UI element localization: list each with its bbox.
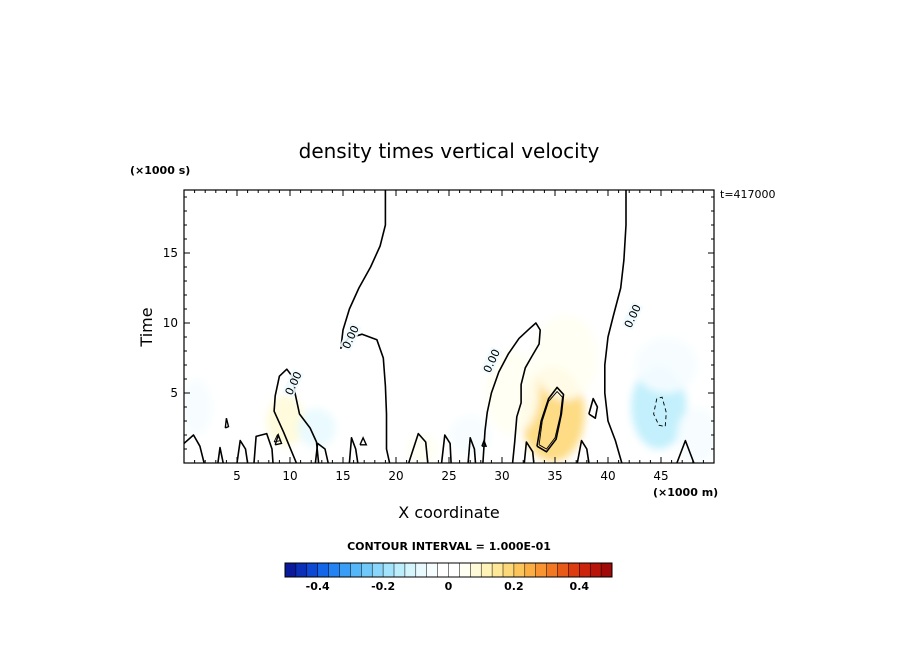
x-tick-label: 30 bbox=[494, 469, 509, 483]
positive-contour bbox=[538, 390, 563, 450]
x-tick-label: 40 bbox=[600, 469, 615, 483]
colorbar-cell bbox=[470, 563, 482, 577]
x-tick-label: 25 bbox=[441, 469, 456, 483]
field-blob bbox=[266, 395, 305, 447]
colorbar-cell bbox=[295, 563, 308, 577]
zero-contour bbox=[467, 436, 477, 463]
x-unit-label: (×1000 m) bbox=[653, 486, 718, 499]
zero-contour-closed bbox=[224, 418, 230, 429]
field-blob bbox=[297, 408, 336, 448]
y-tick-label: 10 bbox=[163, 316, 178, 330]
contour-label-bg bbox=[480, 346, 503, 376]
colorbar-cell bbox=[557, 563, 569, 577]
colorbar-cell bbox=[415, 563, 427, 577]
colorbar-cell bbox=[339, 563, 351, 577]
colorbar-cell bbox=[372, 563, 384, 577]
colorbar-cell bbox=[426, 563, 438, 577]
zero-contour bbox=[588, 397, 599, 420]
colorbar-cell bbox=[350, 563, 362, 577]
zero-contour bbox=[407, 432, 429, 463]
zero-contour bbox=[536, 386, 565, 453]
colorbar-cell bbox=[568, 563, 580, 577]
zero-contour bbox=[184, 434, 205, 463]
contour-label-bg bbox=[282, 368, 305, 398]
colorbar-cell bbox=[437, 563, 449, 577]
colorbar-cell bbox=[601, 563, 613, 577]
x-axis-label: X coordinate bbox=[398, 503, 499, 522]
contour-label-bg bbox=[621, 301, 644, 331]
zero-contour bbox=[676, 439, 695, 463]
contour-interval-label: CONTOUR INTERVAL = 1.000E-01 bbox=[347, 540, 551, 553]
x-tick-label: 35 bbox=[547, 469, 562, 483]
field-blob bbox=[676, 407, 714, 463]
colorbar-cell bbox=[285, 563, 297, 577]
zero-contour bbox=[348, 436, 359, 463]
zero-contour-closed bbox=[481, 438, 488, 447]
colorbar-cell bbox=[404, 563, 417, 577]
zero-contour bbox=[236, 439, 249, 463]
x-tick-label: 20 bbox=[388, 469, 403, 483]
shaded-field bbox=[184, 190, 714, 463]
axis-ticks bbox=[184, 190, 714, 463]
colorbar-cell bbox=[328, 563, 340, 577]
field-blob bbox=[184, 379, 213, 435]
colorbar-tick-label: -0.2 bbox=[371, 580, 395, 593]
zero-contour bbox=[440, 434, 452, 463]
x-tick-label: 15 bbox=[335, 469, 350, 483]
y-unit-label: (×1000 s) bbox=[130, 164, 190, 177]
colorbar-tick-label: 0 bbox=[445, 580, 453, 593]
colorbar-tick-label: -0.4 bbox=[306, 580, 330, 593]
colorbar-cell bbox=[361, 563, 373, 577]
colorbar-cell bbox=[481, 563, 493, 577]
x-tick-labels: 5 10 15 20 25 30 35 40 45 bbox=[233, 469, 668, 483]
field-blobs bbox=[184, 316, 714, 463]
negative-contour bbox=[653, 396, 667, 428]
colorbar-cell bbox=[459, 563, 471, 577]
colorbar-cell bbox=[306, 563, 318, 577]
colorbar: -0.4 -0.2 0 0.2 0.4 bbox=[284, 562, 613, 593]
zero-contour bbox=[523, 441, 535, 463]
positive-contour bbox=[273, 434, 282, 443]
chart-title: density times vertical velocity bbox=[299, 139, 600, 163]
y-axis-label: Time bbox=[137, 307, 156, 347]
field-blob bbox=[533, 316, 598, 400]
colorbar-cell bbox=[383, 563, 395, 577]
x-tick-label: 10 bbox=[282, 469, 297, 483]
zero-contour bbox=[482, 322, 542, 463]
colorbar-cell bbox=[579, 563, 591, 577]
colorbar-cell bbox=[513, 563, 526, 577]
field-blob bbox=[634, 337, 699, 393]
colorbar-tick-label: 0.2 bbox=[504, 580, 524, 593]
zero-contour bbox=[217, 446, 224, 463]
colorbar-frame bbox=[284, 562, 613, 578]
colorbar-cells bbox=[285, 563, 613, 577]
time-stamp: t=417000 bbox=[720, 188, 776, 201]
zero-contour bbox=[603, 190, 627, 463]
y-tick-label: 5 bbox=[170, 386, 178, 400]
colorbar-cell bbox=[590, 563, 602, 577]
colorbar-cell bbox=[546, 563, 558, 577]
colorbar-cell bbox=[535, 563, 547, 577]
zero-contour bbox=[576, 439, 590, 463]
zero-contour bbox=[253, 432, 274, 463]
contour-label-bg bbox=[339, 322, 362, 352]
colorbar-cell bbox=[394, 563, 406, 577]
zero-contour bbox=[273, 368, 320, 463]
colorbar-tick-label: 0.4 bbox=[570, 580, 590, 593]
colorbar-cell bbox=[492, 563, 504, 577]
x-tick-label: 45 bbox=[653, 469, 668, 483]
y-tick-labels: 5 10 15 bbox=[163, 246, 178, 400]
colorbar-cell bbox=[503, 563, 515, 577]
zero-contour-closed bbox=[359, 436, 368, 446]
x-tick-label: 5 bbox=[233, 469, 241, 483]
colorbar-tick-labels: -0.4 -0.2 0 0.2 0.4 bbox=[306, 580, 590, 593]
colorbar-cell bbox=[448, 563, 460, 577]
colorbar-cell bbox=[317, 563, 329, 577]
colorbar-cell bbox=[524, 563, 536, 577]
field-blob bbox=[449, 415, 492, 455]
y-tick-label: 15 bbox=[163, 246, 178, 260]
zero-contour bbox=[314, 442, 329, 463]
